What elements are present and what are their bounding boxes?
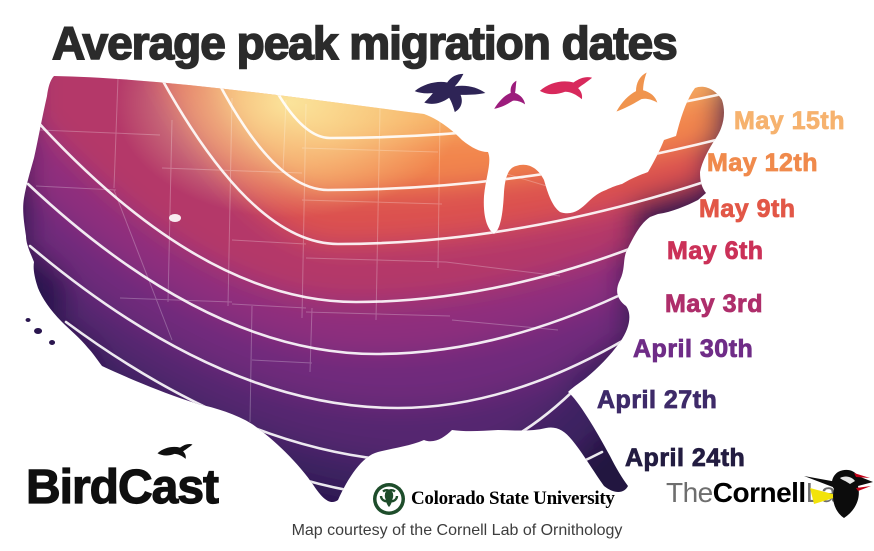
contour-label-april-30th: April 30th — [633, 335, 754, 364]
birdcast-logo: BirdCast — [25, 460, 219, 515]
contour-label-may-15th: May 15th — [734, 107, 845, 136]
contour-label-may-12th: May 12th — [707, 149, 818, 178]
cornell-logo-the: The — [666, 477, 713, 508]
map-caption: Map courtesy of the Cornell Lab of Ornit… — [291, 522, 623, 539]
contour-label-april-24th: April 24th — [625, 444, 746, 473]
birdcast-bird-icon — [157, 444, 193, 459]
bird-icon-2 — [494, 80, 526, 109]
colorado-state-university-logo: Colorado State University — [372, 482, 615, 516]
bird-icon-1 — [414, 73, 486, 113]
page-title: Average peak migration dates — [51, 16, 678, 70]
contour-label-may-9th: May 9th — [699, 195, 796, 224]
csu-logo-text: Colorado State University — [411, 488, 615, 509]
birdcast-logo-text: BirdCast — [25, 460, 219, 514]
contour-label-may-6th: May 6th — [667, 237, 764, 266]
cornell-logo-cornell: Cornell — [712, 477, 806, 508]
bird-icon-3 — [539, 77, 593, 100]
cornell-sapsucker-icon — [804, 469, 873, 518]
contour-label-may-3rd: May 3rd — [665, 290, 763, 319]
state-boundaries — [35, 77, 561, 423]
csu-ram-icon — [373, 483, 405, 515]
bird-icon-4 — [616, 72, 658, 112]
contour-label-april-27th: April 27th — [597, 386, 718, 415]
great-salt-lake — [169, 214, 181, 222]
